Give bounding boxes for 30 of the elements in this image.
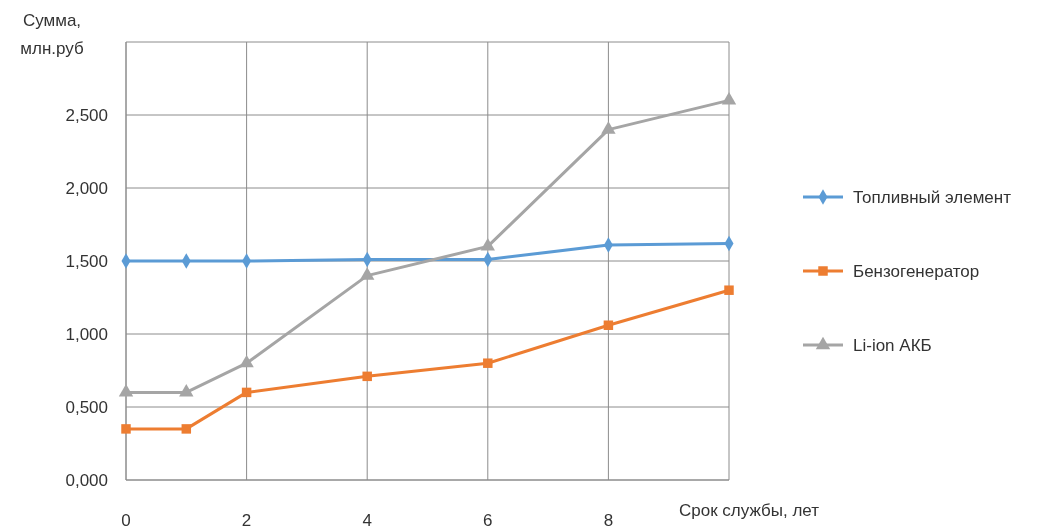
point — [480, 238, 496, 251]
x-tick-label: 4 — [362, 511, 372, 530]
point — [359, 267, 375, 280]
x-axis-title: Срок службы, лет — [678, 501, 820, 520]
point — [241, 387, 252, 398]
y-tick-label: 0,500 — [65, 397, 108, 417]
x-tick-label: 6 — [483, 511, 493, 530]
x-tick-label: 2 — [241, 511, 252, 530]
point — [483, 358, 493, 368]
point — [721, 92, 737, 105]
y-axis-title: Сумма, млн.руб — [20, 11, 84, 58]
point — [239, 354, 254, 368]
point — [362, 371, 372, 382]
y-tick-label: 1,000 — [65, 324, 108, 344]
y-tick-label: 1,500 — [65, 251, 108, 271]
legend-label: Бензогенератор — [853, 261, 980, 281]
legend-label: Li-ion АКБ — [853, 335, 932, 355]
point — [181, 424, 192, 434]
point — [601, 121, 616, 134]
legend-label: Топливный элемент — [853, 187, 1012, 207]
point — [118, 384, 134, 397]
y-tick-label: 2,500 — [65, 105, 108, 125]
x-tick-label: 0 — [121, 511, 131, 530]
point — [724, 285, 734, 295]
y-tick-label: 2,000 — [65, 178, 108, 198]
point — [179, 384, 194, 397]
x-tick-label: 8 — [603, 511, 614, 530]
y-tick-label: 0,000 — [65, 470, 108, 490]
point — [603, 320, 614, 330]
point — [121, 424, 131, 434]
